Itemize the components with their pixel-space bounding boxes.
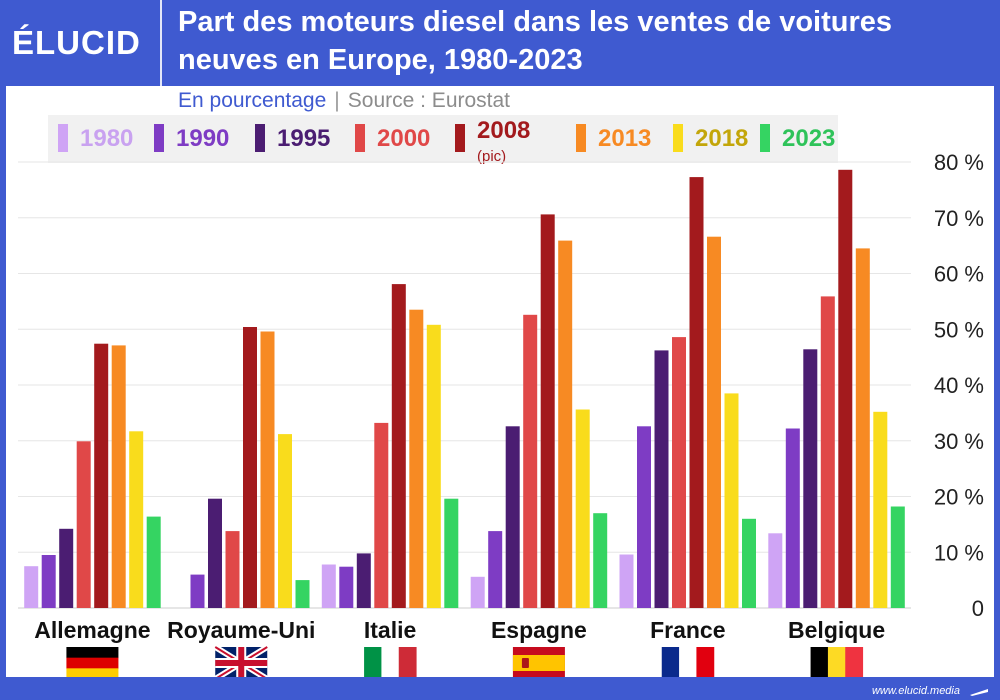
y-tick-label: 70 % [934,206,984,231]
bar-royaume-uni-1990 [190,574,205,608]
bar-royaume-uni-2008 [243,327,257,608]
bar-italie-2000 [374,422,389,608]
y-tick-label: 0 [972,596,984,621]
bar-allemagne-2018 [129,431,144,608]
y-tick-label: 50 % [934,317,984,342]
y-tick-label: 10 % [934,540,984,565]
bar-espagne-1990 [488,531,503,608]
bar-france-2008 [689,177,704,608]
category-label-belgique: Belgique [788,617,885,643]
legend-swatch [255,124,265,152]
bar-france-1990 [637,426,651,608]
legend-swatch [154,124,164,152]
legend-label: 1980 [80,125,134,152]
category-label-italie: Italie [364,617,416,643]
bar-allemagne-2000 [76,441,91,608]
bar-italie-2013 [409,309,424,608]
bar-belgique-2023 [890,506,905,608]
chart-title: Part des moteurs diesel dans les ventes … [178,6,893,76]
footer-url[interactable]: www.elucid.media [871,685,960,697]
legend-swatch [576,124,586,152]
bar-espagne-2000 [523,314,538,608]
bar-royaume-uni-2023 [295,580,310,608]
bar-allemagne-2008 [94,343,109,608]
bar-espagne-2013 [558,240,573,608]
legend-swatch [673,124,683,152]
legend-label: 2018 [695,125,749,152]
chart-subtitle: En pourcentage | Source : Eurostat [178,89,510,113]
flag-fr-icon [661,647,715,677]
bar-italie-2023 [444,498,459,608]
subtitle-separator: | [334,89,340,112]
bar-italie-1990 [339,566,354,608]
bar-royaume-uni-2018 [278,434,292,608]
bar-espagne-2023 [593,513,608,608]
bar-allemagne-1980 [24,566,39,608]
y-tick-label: 60 % [934,262,984,287]
y-tick-label: 80 % [934,150,984,175]
bar-espagne-1995 [505,426,520,608]
legend-swatch [455,124,465,152]
bar-allemagne-2013 [111,345,126,608]
y-tick-label: 40 % [934,373,984,398]
flag-de-icon [66,647,119,677]
category-label-allemagne: Allemagne [34,617,150,643]
header: ÉLUCID Part des moteurs diesel dans les … [0,0,1000,86]
bar-italie-1995 [356,553,371,608]
source-label: Source : Eurostat [347,89,511,112]
bar-belgique-2018 [873,411,888,608]
bar-espagne-2008 [540,214,555,608]
legend-swatch [355,124,365,152]
category-label-espagne: Espagne [491,617,587,643]
chart-panel: En pourcentage | Source : Eurostat 1980 199… [6,86,994,677]
elucid-mark-icon [970,689,988,696]
legend-swatch [58,124,68,152]
bar-france-1995 [654,350,669,608]
bar-belgique-2013 [855,248,870,608]
y-tick-label: 20 % [934,485,984,510]
bar-espagne-2018 [575,409,590,608]
bar-france-2018 [724,393,739,608]
bar-belgique-2008 [838,169,853,609]
legend-label: 2023 [782,125,836,152]
legend-label: 2013 [598,125,652,152]
bar-italie-2018 [426,324,441,608]
legend-label: 1990 [176,125,230,152]
category-label-royaume-uni: Royaume-Uni [167,617,315,643]
legend-peak-note: (pic) [477,148,507,165]
y-tick-label: 30 % [934,429,984,454]
legend-label: 2008 [477,117,531,144]
bar-espagne-1980 [470,576,485,608]
unit-label: En pourcentage [178,89,327,112]
flag-gb-icon [213,644,269,677]
category-label-france: France [650,617,725,643]
legend-swatch [760,124,770,152]
flag-be-icon [810,647,864,677]
bar-france-2013 [707,236,721,608]
bar-france-1980 [619,554,634,608]
bar-italie-2008 [391,284,406,608]
bar-belgique-1990 [785,428,800,608]
bar-royaume-uni-1995 [208,498,222,608]
elucid-logo[interactable]: ÉLUCID [12,24,141,61]
bar-italie-1980 [321,564,336,608]
bar-belgique-2000 [820,296,835,608]
legend-label: 1995 [277,125,331,152]
bar-royaume-uni-2013 [260,331,275,608]
bar-belgique-1980 [768,533,783,608]
bar-royaume-uni-2000 [225,531,240,608]
legend: 1980 1990 1995 2000 2008 (pic) 2013 2018 2023 [48,115,838,165]
bar-france-2023 [742,518,756,608]
bar-chart: 0 10 % 20 % 30 % 40 % 50 % 60 % 70 % 80 % Allema… [18,150,984,677]
flag-es-icon [512,647,565,677]
header-divider [160,0,162,86]
bar-allemagne-2023 [146,516,161,608]
legend-label: 2000 [377,125,431,152]
bar-belgique-1995 [803,349,818,608]
bar-allemagne-1990 [41,555,56,608]
flag-it-icon [364,647,417,677]
bar-allemagne-1995 [59,528,74,608]
bar-france-2000 [672,337,686,608]
